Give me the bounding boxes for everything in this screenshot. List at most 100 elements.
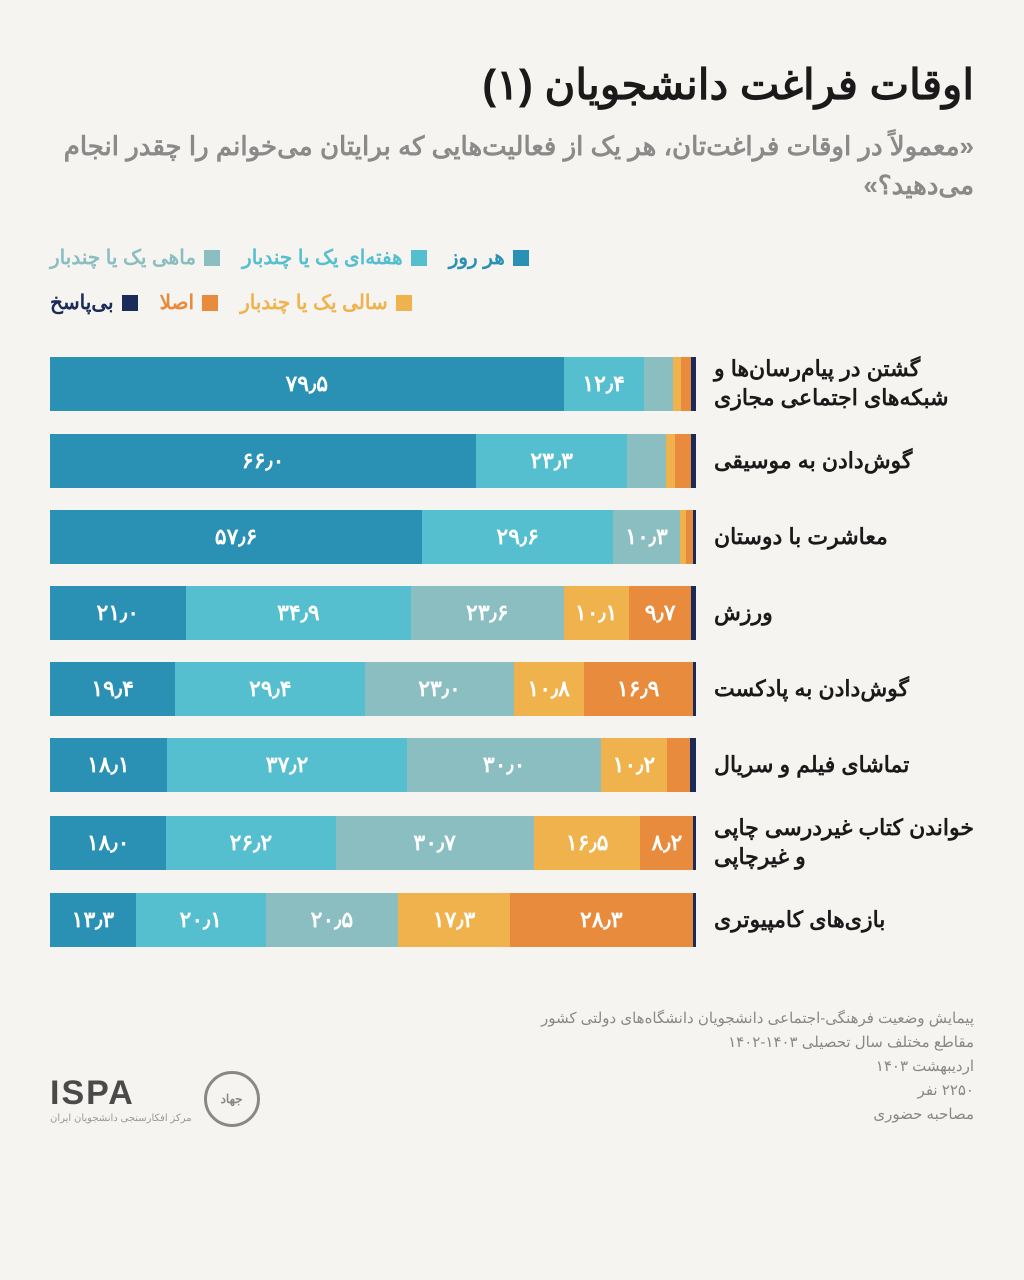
row-label: ورزش	[714, 599, 974, 628]
stacked-bar: ۱۸٫۰۲۶٫۲۳۰٫۷۱۶٫۵۸٫۲	[50, 816, 696, 870]
bar-segment-yearly: ۱۰٫۸	[514, 662, 584, 716]
footer-line: ۲۲۵۰ نفر	[541, 1079, 974, 1103]
bar-segment-weekly: ۲۰٫۱	[136, 893, 266, 947]
legend-label: هر روز	[449, 245, 505, 270]
chart-row: گوش‌دادن به موسیقی ۶۶٫۰۲۳٫۳	[50, 434, 974, 488]
bar-segment-weekly: ۲۶٫۲	[166, 816, 335, 870]
logo-text: ISPA	[50, 1074, 135, 1112]
legend-item: بی‌پاسخ	[50, 290, 138, 315]
bar-segment-never: ۸٫۲	[640, 816, 693, 870]
footer-line: اردیبهشت ۱۴۰۳	[541, 1055, 974, 1079]
bar-segment-yearly: ۱۶٫۵	[534, 816, 641, 870]
stacked-bar: ۶۶٫۰۲۳٫۳	[50, 434, 696, 488]
chart-row: گوش‌دادن به پادکست ۱۹٫۴۲۹٫۴۲۳٫۰۱۰٫۸۱۶٫۹	[50, 662, 974, 716]
legend-item: ماهی یک یا چندبار	[50, 245, 220, 270]
chart-row: تماشای فیلم و سریال ۱۸٫۱۳۷٫۲۳۰٫۰۱۰٫۲	[50, 738, 974, 792]
bar-segment-daily: ۱۸٫۱	[50, 738, 167, 792]
legend-item: هفته‌ای یک یا چندبار	[242, 245, 427, 270]
stacked-bar: ۱۸٫۱۳۷٫۲۳۰٫۰۱۰٫۲	[50, 738, 696, 792]
stacked-bar: ۵۷٫۶۲۹٫۶۱۰٫۳	[50, 510, 696, 564]
bar-segment-weekly: ۱۲٫۴	[564, 357, 644, 411]
bar-segment-noanswer	[691, 434, 696, 488]
bar-segment-never	[681, 357, 691, 411]
legend-swatch	[411, 250, 427, 266]
bar-segment-never: ۹٫۷	[629, 586, 692, 640]
bar-segment-weekly: ۳۴٫۹	[186, 586, 411, 640]
row-label: گوش‌دادن به موسیقی	[714, 447, 974, 476]
legend-label: ماهی یک یا چندبار	[50, 245, 196, 270]
bar-segment-weekly: ۲۹٫۶	[422, 510, 613, 564]
stacked-bar: ۱۳٫۳۲۰٫۱۲۰٫۵۱۷٫۳۲۸٫۳	[50, 893, 696, 947]
legend-item: هر روز	[449, 245, 529, 270]
bar-segment-monthly: ۳۰٫۰	[407, 738, 601, 792]
chart-row: گشتن در پیام‌رسان‌ها و شبکه‌های اجتماعی …	[50, 355, 974, 412]
legend-swatch	[204, 250, 220, 266]
logo-badge-icon: جهاد	[204, 1071, 260, 1127]
footer-line: مصاحبه حضوری	[541, 1103, 974, 1127]
stacked-bar: ۲۱٫۰۳۴٫۹۲۳٫۶۱۰٫۱۹٫۷	[50, 586, 696, 640]
bar-segment-monthly: ۲۰٫۵	[266, 893, 398, 947]
stacked-bar: ۷۹٫۵۱۲٫۴	[50, 357, 696, 411]
footer-line: پیمایش وضعیت فرهنگی-اجتماعی دانشجویان دا…	[541, 1007, 974, 1031]
row-label: تماشای فیلم و سریال	[714, 751, 974, 780]
row-label: گوش‌دادن به پادکست	[714, 675, 974, 704]
row-label: خواندن کتاب غیردرسی چاپی و غیرچاپی	[714, 814, 974, 871]
bar-segment-noanswer	[693, 893, 696, 947]
logo-subtext: مرکز افکارسنجی دانشجویان ایران	[50, 1113, 192, 1124]
legend-item: اصلا	[160, 290, 218, 315]
bar-segment-noanswer	[691, 586, 696, 640]
bar-segment-monthly: ۱۰٫۳	[613, 510, 680, 564]
bar-segment-weekly: ۳۷٫۲	[167, 738, 407, 792]
footer: ISPA مرکز افکارسنجی دانشجویان ایران جهاد…	[50, 1007, 974, 1127]
bar-segment-noanswer	[691, 357, 696, 411]
bar-segment-daily: ۲۱٫۰	[50, 586, 186, 640]
chart-row: خواندن کتاب غیردرسی چاپی و غیرچاپی ۱۸٫۰۲۶…	[50, 814, 974, 871]
page-title: اوقات فراغت دانشجویان (۱)	[50, 60, 974, 109]
footer-line: مقاطع مختلف سال تحصیلی ۱۴۰۳-۱۴۰۲	[541, 1031, 974, 1055]
bar-segment-yearly: ۱۰٫۲	[601, 738, 667, 792]
bar-segment-daily: ۵۷٫۶	[50, 510, 422, 564]
row-label: بازی‌های کامپیوتری	[714, 906, 974, 935]
bar-segment-yearly: ۱۰٫۱	[564, 586, 629, 640]
bar-segment-weekly: ۲۳٫۳	[476, 434, 627, 488]
chart-row: معاشرت با دوستان۵۷٫۶۲۹٫۶۱۰٫۳	[50, 510, 974, 564]
bar-segment-monthly: ۲۳٫۶	[411, 586, 563, 640]
chart-row: ورزش ۲۱٫۰۳۴٫۹۲۳٫۶۱۰٫۱۹٫۷	[50, 586, 974, 640]
bar-segment-monthly	[644, 357, 673, 411]
bar-segment-noanswer	[693, 510, 696, 564]
bar-segment-never: ۲۸٫۳	[510, 893, 693, 947]
legend-label: بی‌پاسخ	[50, 290, 114, 315]
bar-segment-never: ۱۶٫۹	[584, 662, 693, 716]
footer-text: پیمایش وضعیت فرهنگی-اجتماعی دانشجویان دا…	[541, 1007, 974, 1127]
legend-label: سالی یک یا چندبار	[240, 290, 388, 315]
bar-segment-daily: ۷۹٫۵	[50, 357, 564, 411]
legend-swatch	[202, 295, 218, 311]
bar-segment-noanswer	[693, 662, 696, 716]
chart-row: بازی‌های کامپیوتری ۱۳٫۳۲۰٫۱۲۰٫۵۱۷٫۳۲۸٫۳	[50, 893, 974, 947]
legend-swatch	[396, 295, 412, 311]
legend: هر روز هفته‌ای یک یا چندبار ماهی یک یا چند…	[50, 245, 974, 315]
bar-segment-monthly	[627, 434, 666, 488]
bar-segment-yearly	[673, 357, 681, 411]
legend-label: هفته‌ای یک یا چندبار	[242, 245, 403, 270]
bar-segment-never	[675, 434, 691, 488]
bar-segment-daily: ۶۶٫۰	[50, 434, 476, 488]
footer-logo: ISPA مرکز افکارسنجی دانشجویان ایران جهاد	[50, 1071, 260, 1127]
bar-segment-yearly	[666, 434, 676, 488]
stacked-bar: ۱۹٫۴۲۹٫۴۲۳٫۰۱۰٫۸۱۶٫۹	[50, 662, 696, 716]
row-label: گشتن در پیام‌رسان‌ها و شبکه‌های اجتماعی …	[714, 355, 974, 412]
bar-segment-weekly: ۲۹٫۴	[175, 662, 365, 716]
bar-segment-noanswer	[690, 738, 696, 792]
bar-segment-daily: ۱۸٫۰	[50, 816, 166, 870]
bar-segment-noanswer	[693, 816, 696, 870]
bar-segment-never	[667, 738, 690, 792]
bar-segment-monthly: ۳۰٫۷	[336, 816, 534, 870]
bar-segment-yearly: ۱۷٫۳	[398, 893, 510, 947]
bar-segment-monthly: ۲۳٫۰	[365, 662, 514, 716]
stacked-bar-chart: گشتن در پیام‌رسان‌ها و شبکه‌های اجتماعی …	[50, 355, 974, 947]
legend-swatch	[122, 295, 138, 311]
bar-segment-daily: ۱۹٫۴	[50, 662, 175, 716]
page-subtitle: «معمولاً در اوقات فراغت‌تان، هر یک از فع…	[50, 127, 974, 205]
legend-swatch	[513, 250, 529, 266]
bar-segment-daily: ۱۳٫۳	[50, 893, 136, 947]
